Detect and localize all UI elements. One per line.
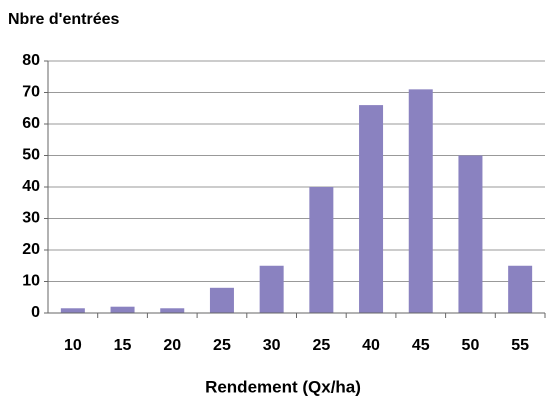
x-tick-label: 55	[511, 337, 529, 354]
x-tick-label: 25	[213, 337, 231, 354]
bar	[359, 105, 384, 313]
x-tick-label: 40	[362, 337, 380, 354]
x-tick-label: 25	[312, 337, 330, 354]
x-tick-label: 45	[412, 337, 430, 354]
y-tick-label: 0	[31, 304, 40, 321]
x-tick-label: 30	[263, 337, 281, 354]
bar	[160, 308, 185, 313]
y-tick-label: 30	[22, 210, 40, 227]
chart-title: Nbre d'entrées	[8, 11, 120, 28]
bar	[60, 308, 85, 313]
x-tick-label: 50	[462, 337, 480, 354]
bar	[458, 155, 483, 313]
bar	[259, 265, 284, 313]
bar	[110, 306, 135, 313]
x-tick-label: 20	[163, 337, 181, 354]
x-tick-label: 10	[64, 337, 82, 354]
y-tick-label: 50	[22, 147, 40, 164]
bar	[508, 265, 533, 313]
bar	[309, 187, 334, 313]
y-tick-label: 10	[22, 273, 40, 290]
y-tick-label: 80	[22, 52, 40, 69]
y-tick-label: 60	[22, 115, 40, 132]
bar	[408, 89, 433, 313]
y-tick-label: 20	[22, 241, 40, 258]
x-tick-label: 15	[114, 337, 132, 354]
x-axis-title: Rendement (Qx/ha)	[205, 377, 361, 396]
bar	[209, 287, 234, 313]
y-tick-label: 70	[22, 84, 40, 101]
y-tick-label: 40	[22, 178, 40, 195]
